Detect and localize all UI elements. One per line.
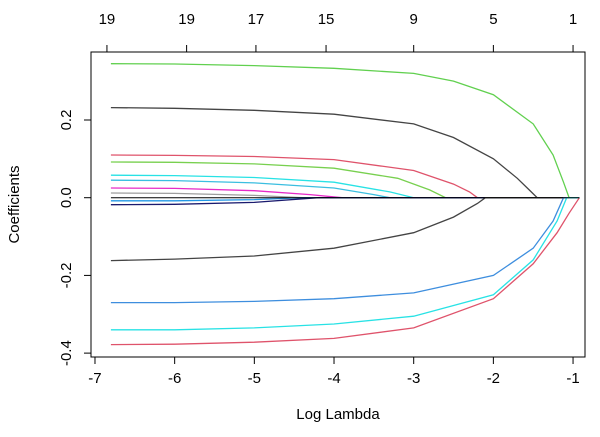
x-tick-label: -7 (88, 370, 101, 387)
series-line-path-cyan-lower (110, 197, 580, 331)
x-tick-label: -3 (407, 370, 420, 387)
top-tick-label: 19 (99, 11, 116, 28)
x-tick-label: -2 (487, 370, 500, 387)
y-tick-label: 0.2 (58, 110, 75, 131)
series-line-path-gray (110, 192, 580, 199)
y-tick-label: 0.0 (58, 187, 75, 208)
series-line-path-green-mid (110, 161, 580, 199)
series-line-path-black-upper (110, 106, 580, 199)
bottom-x-axis: -7 -6 -5 -4 -3 -2 -1 (88, 356, 580, 387)
x-axis-label: Log Lambda (296, 406, 380, 423)
top-tick-label: 9 (410, 11, 418, 28)
top-count-axis: 19 19 17 15 9 5 1 (99, 11, 577, 53)
series-line-path-magenta (110, 154, 580, 199)
top-tick-label: 19 (178, 11, 195, 28)
series-line-path-black-lower (110, 197, 580, 262)
y-tick-label: -0.2 (58, 262, 75, 288)
series-lines (110, 63, 580, 346)
top-tick-label: 17 (248, 11, 265, 28)
x-tick-label: -1 (566, 370, 579, 387)
x-tick-label: -4 (327, 370, 340, 387)
series-line-path-red (110, 197, 580, 346)
top-tick-label: 15 (318, 11, 335, 28)
left-y-axis: -0.4 -0.2 0.0 0.2 (58, 110, 92, 366)
y-tick-label: -0.4 (58, 340, 75, 366)
x-tick-label: -5 (248, 370, 261, 387)
series-line-path-blue (110, 197, 580, 304)
top-tick-label: 1 (569, 11, 577, 28)
top-tick-label: 5 (489, 11, 497, 28)
series-line-path-cyan-a (110, 174, 580, 199)
series-line-path-green-top (110, 63, 580, 199)
y-axis-label: Coefficients (6, 165, 23, 243)
x-tick-label: -6 (168, 370, 181, 387)
